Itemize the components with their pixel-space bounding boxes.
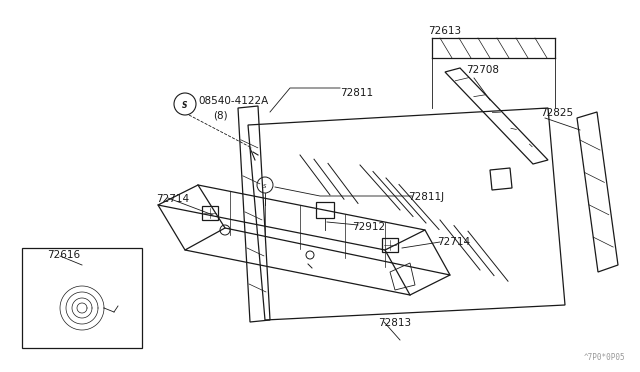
Text: 08540-4122A: 08540-4122A — [198, 96, 268, 106]
Text: ^7P0*0P05: ^7P0*0P05 — [584, 353, 625, 362]
Bar — [316, 202, 334, 218]
Bar — [382, 238, 398, 252]
Text: 72613: 72613 — [428, 26, 461, 36]
Text: 72813: 72813 — [378, 318, 411, 328]
Bar — [22, 248, 142, 348]
Text: S: S — [263, 183, 267, 189]
Text: 72811J: 72811J — [408, 192, 444, 202]
Text: 72825: 72825 — [540, 108, 573, 118]
Text: 72714: 72714 — [156, 194, 189, 204]
Text: 72714: 72714 — [437, 237, 470, 247]
Bar — [202, 206, 218, 220]
Text: 72811: 72811 — [340, 88, 373, 98]
Text: 72616: 72616 — [47, 250, 80, 260]
Text: S: S — [182, 100, 188, 109]
Text: 72708: 72708 — [466, 65, 499, 75]
Text: (8): (8) — [213, 111, 228, 121]
Text: 72912: 72912 — [352, 222, 385, 232]
